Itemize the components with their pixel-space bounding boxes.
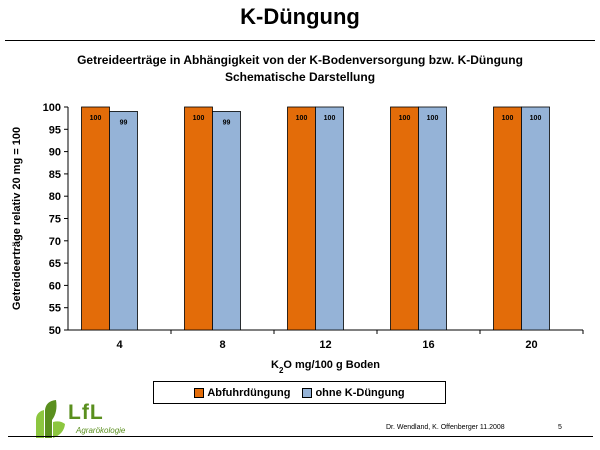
bar-abfuhr-16 <box>390 106 419 331</box>
bar-data-label: 100 <box>399 115 411 122</box>
bar-data-label: 100 <box>427 115 439 122</box>
bar-abfuhr-8 <box>184 106 213 331</box>
y-tick-label: 70 <box>49 236 61 248</box>
legend-item-ohne: ohne K-Düngung <box>302 386 405 399</box>
bar-data-label: 99 <box>223 119 231 126</box>
y-axis-title: Getreideerträge relativ 20 mg = 100 <box>11 127 23 310</box>
y-tick-label: 75 <box>49 214 61 226</box>
legend-item-abfuhr: Abfuhrdüngung <box>194 387 290 399</box>
bar-chart: 50 55 60 65 70 75 80 85 90 95 100 Getreideerträge r… <box>11 102 584 375</box>
y-tick-label: 90 <box>49 147 61 159</box>
bar-abfuhr-4 <box>81 106 110 331</box>
legend-swatch-abfuhr <box>194 387 205 398</box>
chart-title: Getreideerträge in Abhängigkeit von der … <box>77 53 523 67</box>
x-tick-label: 20 <box>525 339 537 351</box>
title-divider <box>5 40 595 41</box>
x-tick-label: 8 <box>219 339 225 351</box>
bar-ohne-20 <box>521 106 550 331</box>
bar-ohne-8 <box>212 111 241 331</box>
bar-data-label: 100 <box>193 115 205 122</box>
y-tick-label: 65 <box>49 258 61 270</box>
chart-title-block: Getreideerträge in Abhängigkeit von der … <box>0 52 600 86</box>
legend-label-ohne: ohne K-Düngung <box>315 386 405 399</box>
x-tick-label: 12 <box>319 339 331 351</box>
bar-data-label: 99 <box>120 119 128 126</box>
bar-data-label: 100 <box>296 115 308 122</box>
y-tick-label: 60 <box>49 280 61 292</box>
bar-abfuhr-20 <box>493 106 522 331</box>
legend-swatch-ohne <box>302 387 313 398</box>
y-tick-label: 80 <box>49 191 61 203</box>
chart-subtitle: Schematische Darstellung <box>224 70 376 84</box>
y-tick-label: 55 <box>49 303 61 315</box>
y-tick-label: 100 <box>43 102 61 114</box>
logo-text: LfL <box>68 401 104 424</box>
chart-legend: Abfuhrdüngung ohne K-Düngung <box>153 381 446 404</box>
footer-authors: Dr. Wendland, K. Offenberger 11.2008 <box>386 424 505 431</box>
bar-data-label: 100 <box>530 115 542 122</box>
x-tick-label: 16 <box>422 339 434 351</box>
y-tick-label: 50 <box>49 325 61 337</box>
bar-abfuhr-12 <box>287 106 316 331</box>
x-tick-label: 4 <box>116 339 123 351</box>
bar-data-label: 100 <box>90 115 102 122</box>
slide-title: K-Düngung <box>240 4 360 29</box>
x-axis-title: K2O mg/100 g Boden <box>271 359 380 375</box>
logo-subtitle: Agrarökologie <box>76 426 126 435</box>
lfl-logo: LfL Agrarökologie <box>32 398 142 444</box>
legend-label-abfuhr: Abfuhrdüngung <box>207 386 291 399</box>
page-number: 5 <box>558 424 562 431</box>
y-tick-label: 85 <box>49 169 61 181</box>
bar-data-label: 100 <box>324 115 336 122</box>
bar-ohne-4 <box>109 111 138 331</box>
y-tick-label: 95 <box>49 124 61 136</box>
footer-divider <box>8 436 593 437</box>
bar-ohne-12 <box>315 106 344 331</box>
bar-ohne-16 <box>418 106 447 331</box>
bar-data-label: 100 <box>502 115 514 122</box>
leaf-icon <box>36 400 65 438</box>
